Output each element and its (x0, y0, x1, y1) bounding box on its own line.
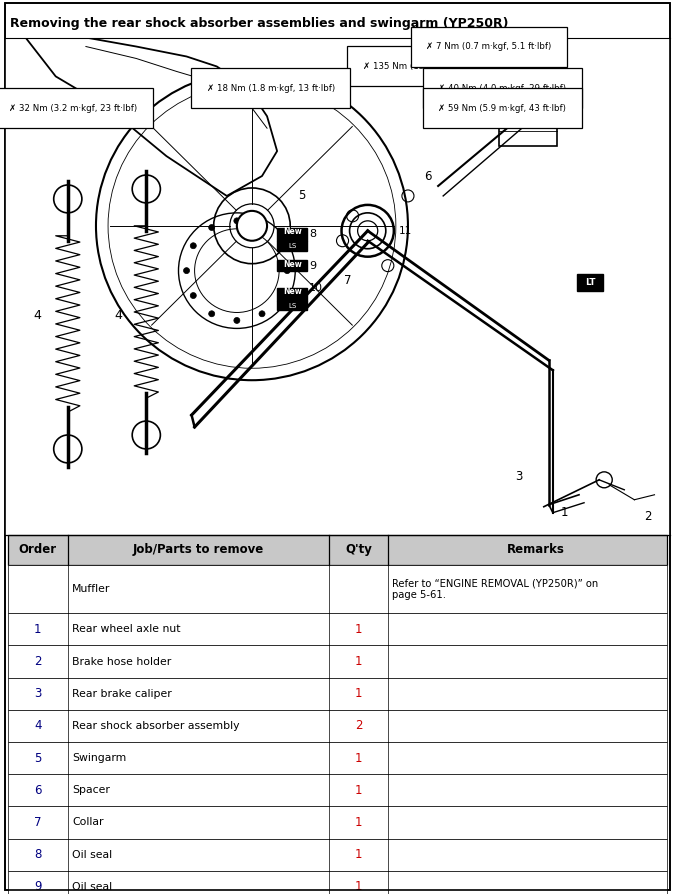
Text: LS: LS (288, 243, 296, 249)
Bar (577, 274, 603, 291)
Text: 5: 5 (34, 752, 41, 764)
Text: 4: 4 (114, 309, 122, 322)
Text: Rear shock absorber assembly: Rear shock absorber assembly (72, 721, 240, 731)
Text: LS: LS (288, 302, 296, 308)
Bar (5, 38, 670, 535)
Bar (8, 871, 667, 894)
Bar (277, 228, 307, 240)
Text: Muffler: Muffler (72, 584, 111, 595)
Text: Collar: Collar (72, 817, 104, 828)
Bar (8, 565, 667, 613)
Text: 6: 6 (425, 170, 432, 182)
Bar (8, 710, 667, 742)
Circle shape (209, 311, 215, 316)
Text: ✗ 32 Nm (3.2 m·kgf, 23 ft·lbf): ✗ 32 Nm (3.2 m·kgf, 23 ft·lbf) (9, 104, 138, 113)
Circle shape (277, 292, 284, 299)
Text: Q'ty: Q'ty (345, 544, 372, 556)
Bar (8, 645, 667, 678)
Text: 7: 7 (34, 816, 42, 829)
Circle shape (259, 311, 265, 316)
Bar (8, 806, 667, 839)
Circle shape (259, 224, 265, 231)
Circle shape (234, 317, 240, 324)
Text: New: New (283, 260, 302, 269)
Circle shape (234, 218, 240, 224)
Text: ✗ 40 Nm (4.0 m·kgf, 29 ft·lbf): ✗ 40 Nm (4.0 m·kgf, 29 ft·lbf) (438, 84, 566, 93)
Text: Removing the rear shock absorber assemblies and swingarm (YP250R): Removing the rear shock absorber assembl… (10, 17, 509, 30)
Text: 1: 1 (34, 623, 42, 636)
Bar (277, 300, 307, 310)
Text: 6: 6 (34, 784, 42, 797)
Circle shape (284, 267, 290, 274)
Bar (8, 774, 667, 806)
Circle shape (190, 292, 196, 299)
Circle shape (184, 267, 190, 274)
Text: 1: 1 (354, 881, 362, 893)
Text: Spacer: Spacer (72, 785, 110, 796)
Text: Rear brake caliper: Rear brake caliper (72, 688, 172, 699)
Bar (277, 259, 307, 271)
Text: ✗ 59 Nm (5.9 m·kgf, 43 ft·lbf): ✗ 59 Nm (5.9 m·kgf, 43 ft·lbf) (438, 104, 566, 113)
Text: 8: 8 (34, 848, 41, 861)
Text: 9: 9 (309, 261, 317, 271)
Text: 1: 1 (354, 848, 362, 861)
Text: Job/Parts to remove: Job/Parts to remove (132, 544, 264, 556)
Bar (8, 839, 667, 871)
Text: 2: 2 (354, 720, 362, 732)
Bar (8, 535, 667, 565)
Text: 10: 10 (309, 283, 323, 292)
Text: 1: 1 (354, 687, 362, 700)
Circle shape (209, 224, 215, 231)
Text: Oil seal: Oil seal (72, 849, 112, 860)
Bar (8, 613, 667, 645)
Text: 1: 1 (560, 506, 568, 519)
Text: 7: 7 (344, 274, 351, 287)
Text: Oil seal: Oil seal (72, 881, 112, 892)
Text: 1: 1 (354, 623, 362, 636)
Text: LT: LT (585, 278, 595, 287)
Text: 3: 3 (515, 470, 522, 484)
Text: ✗ 7 Nm (0.7 m·kgf, 5.1 ft·lbf): ✗ 7 Nm (0.7 m·kgf, 5.1 ft·lbf) (426, 42, 551, 51)
Bar (277, 288, 307, 300)
Text: 1: 1 (354, 655, 362, 668)
Text: 8: 8 (309, 229, 317, 239)
Text: 11: 11 (400, 226, 412, 236)
Text: 2: 2 (34, 655, 42, 668)
Bar (277, 240, 307, 250)
Circle shape (237, 211, 267, 240)
Text: New: New (283, 287, 302, 296)
Text: Remarks: Remarks (507, 544, 564, 556)
Text: Order: Order (19, 544, 57, 556)
Text: Refer to “ENGINE REMOVAL (YP250R)” on: Refer to “ENGINE REMOVAL (YP250R)” on (392, 578, 599, 588)
Text: page 5-61.: page 5-61. (392, 590, 446, 600)
Text: ✗ 135 Nm (13.5 m·kgf, 98 ft·lbf): ✗ 135 Nm (13.5 m·kgf, 98 ft·lbf) (362, 62, 502, 71)
Text: Swingarm: Swingarm (72, 753, 126, 763)
Text: 1: 1 (354, 784, 362, 797)
Text: 3: 3 (34, 687, 41, 700)
Text: 9: 9 (34, 881, 42, 893)
Text: 5: 5 (298, 190, 306, 202)
Text: 4: 4 (34, 309, 42, 322)
Circle shape (277, 243, 284, 249)
Circle shape (190, 243, 196, 249)
Bar (499, 108, 557, 146)
Text: Rear wheel axle nut: Rear wheel axle nut (72, 624, 181, 635)
Text: ✗ 18 Nm (1.8 m·kgf, 13 ft·lbf): ✗ 18 Nm (1.8 m·kgf, 13 ft·lbf) (207, 84, 335, 93)
Text: 1: 1 (354, 816, 362, 829)
Bar (8, 742, 667, 774)
Text: 1: 1 (354, 752, 362, 764)
Text: New: New (283, 227, 302, 236)
Bar (8, 678, 667, 710)
Text: Brake hose holder: Brake hose holder (72, 656, 171, 667)
Text: 2: 2 (644, 510, 651, 523)
Text: 4: 4 (34, 720, 42, 732)
